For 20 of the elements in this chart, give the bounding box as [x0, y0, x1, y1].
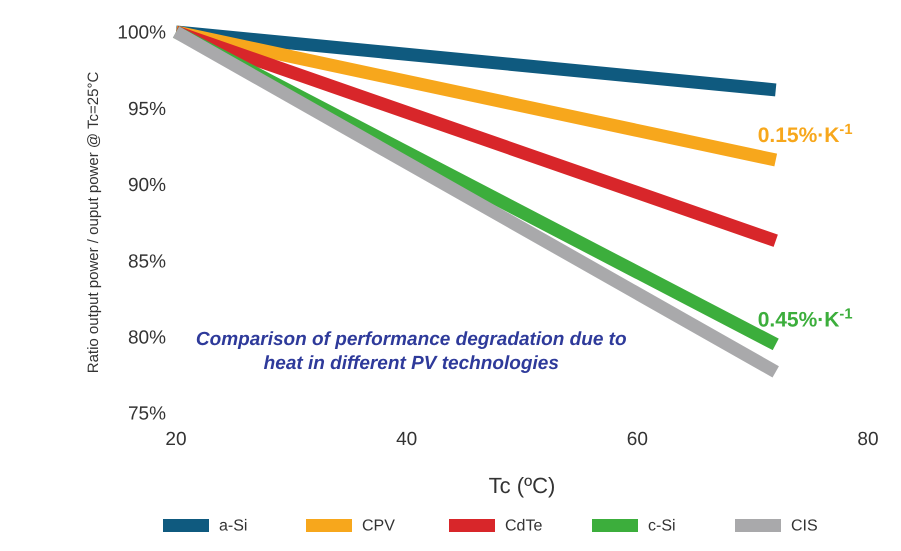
legend-label: CIS: [791, 518, 818, 535]
y-tick-label: 80%: [128, 327, 166, 348]
y-tick-label: 90%: [128, 175, 166, 196]
legend-label: c-Si: [648, 518, 676, 535]
x-axis-title: Tc (ºC): [488, 473, 556, 498]
y-tick-label: 95%: [128, 98, 166, 120]
x-tick-label: 60: [626, 429, 648, 450]
legend-label: a-Si: [219, 518, 248, 535]
y-tick-label: 85%: [128, 251, 166, 272]
annotation: 0.45%·K$^{-1}$: [758, 306, 852, 332]
legend-label: CdTe: [505, 518, 542, 535]
y-tick-label: 100%: [117, 22, 166, 44]
annotation: Comparison of performance degradation due to heat in different PV technologies: [196, 329, 627, 374]
y-tick-label: 75%: [128, 404, 166, 425]
x-tick-label: 40: [396, 429, 418, 450]
legend-label: CPV: [362, 518, 396, 535]
x-tick-label: 20: [165, 429, 187, 450]
x-tick-label: 80: [857, 429, 879, 450]
y-axis-title: Ratio output power / ouput power @ Tc=25°C: [85, 72, 102, 374]
annotation: 0.15%·K$^{-1}$: [758, 122, 852, 148]
